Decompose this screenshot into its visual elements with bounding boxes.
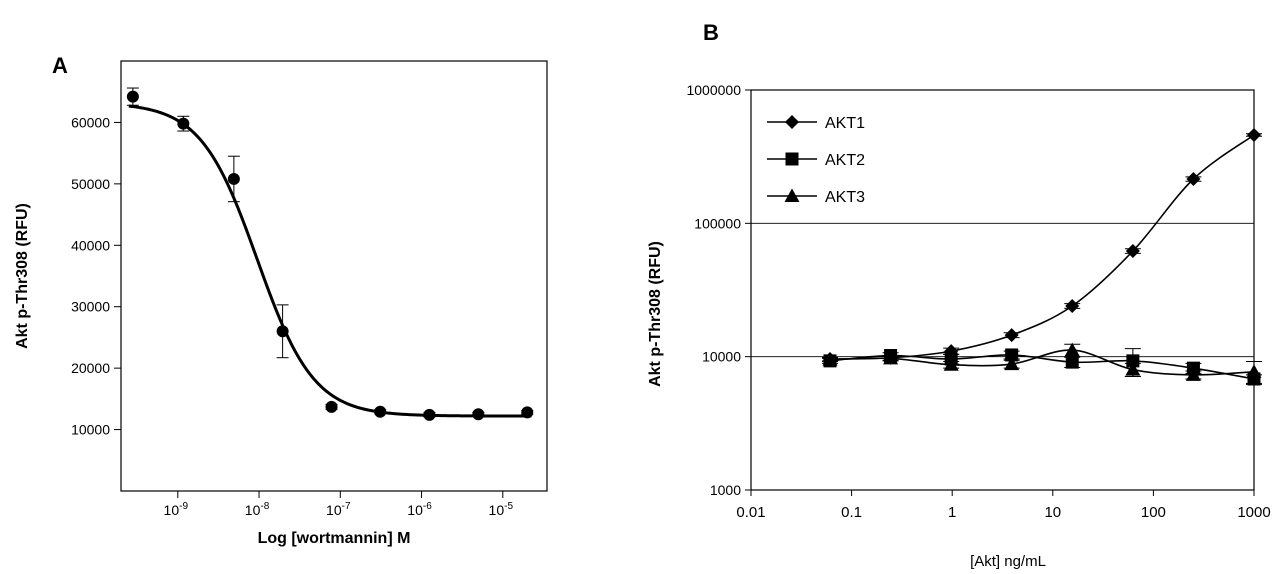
panel-b-line-akt3: [829, 349, 1255, 376]
panel-a-x-axis-label: Log [wortmannin] M: [258, 530, 411, 547]
panel-b-plot-frame: [750, 89, 1255, 491]
panel-b-marker-akt1: [1247, 127, 1261, 142]
panel-a-data-point: [423, 408, 436, 421]
panel-b-legend-label: AKT3: [825, 189, 865, 206]
panel-b-marker-akt3: [1246, 364, 1262, 378]
panel-a-data-point: [521, 406, 534, 419]
panel-b-series: [822, 127, 1262, 386]
panel-b-x-tick-label: 0.1: [841, 504, 862, 521]
panel-b-x-tick-label: 100: [1141, 504, 1166, 521]
panel-a-plot-frame: [120, 60, 548, 492]
panel-b-marker-akt3: [1064, 342, 1080, 357]
panel-b-series-akt3: [822, 342, 1262, 385]
panel-a-data-points: [126, 87, 534, 421]
panel-a-y-tick-label: 50000: [71, 176, 110, 192]
panel-a-x-tick-label: 10-8: [245, 501, 270, 518]
panel-b-label: B: [703, 20, 719, 45]
panel-a-y-tick-label: 40000: [71, 237, 110, 253]
panel-b-marker-akt3: [822, 352, 838, 366]
panel-b-legend-marker: [784, 188, 800, 202]
panel-b-legend-item-akt2: AKT2: [767, 152, 865, 169]
panel-a-x-tick-label: 10-5: [489, 501, 514, 518]
panel-b-marker-akt2: [1005, 348, 1019, 362]
panel-b-marker-akt3: [1004, 356, 1020, 371]
panel-a-x-ticks: 10-9 10-8 10-7 10-6 10-5: [164, 491, 514, 518]
panel-b-x-tick-label: 10: [1044, 504, 1061, 521]
panel-b-marker-akt2: [1126, 354, 1140, 368]
panel-a-data-point: [325, 400, 338, 413]
panel-a-data-point: [126, 90, 139, 103]
panel-a-y-tick-label: 60000: [71, 114, 110, 130]
panel-b-x-tick-label: 1: [948, 504, 956, 521]
panel-b-y-ticks: 1000 10000 100000 1000000: [686, 82, 751, 498]
panel-b-marker-akt3: [1185, 367, 1201, 381]
panel-b-x-axis-label: [Akt] ng/mL: [970, 553, 1046, 570]
panel-a-label: A: [52, 53, 68, 78]
panel-b-x-ticks: 0.01 0.1 1 10 100 1000: [736, 490, 1271, 521]
panel-a-data-point: [374, 405, 387, 418]
panel-a-y-tick-label: 20000: [71, 360, 110, 376]
panel-a-fit-curve-group: [128, 104, 532, 418]
panel-b-legend-label: AKT1: [825, 115, 865, 132]
panel-b-y-axis-label: Akt p-Thr308 (RFU): [647, 241, 664, 387]
panel-a-y-tick-label: 10000: [71, 422, 110, 438]
panel-b-legend: AKT1 AKT2 AKT3: [767, 115, 865, 206]
panel-a-x-tick-label: 10-6: [407, 501, 432, 518]
panel-b-marker-akt1: [1186, 172, 1201, 187]
panel-b-legend-item-akt1: AKT1: [767, 115, 865, 132]
panel-b-x-tick-label: 1000: [1237, 504, 1270, 521]
panel-b-y-tick-label: 10000: [702, 349, 741, 365]
panel-b-gridlines: [751, 222, 1254, 358]
panel-b-legend-label: AKT2: [825, 152, 865, 169]
panel-b-legend-marker: [785, 152, 799, 166]
panel-a-x-tick-label: 10-7: [326, 501, 351, 518]
panel-b-y-tick-label: 100000: [694, 215, 741, 231]
panel-b-marker-akt3: [943, 357, 959, 371]
panel-b-legend-item-akt3: AKT3: [767, 188, 865, 206]
panel-b-marker-akt1: [1065, 298, 1080, 313]
panel-b-series-akt1: [822, 127, 1262, 367]
panel-a-y-axis-label: Akt p-Thr308 (RFU): [14, 203, 31, 349]
panel-a-fit-curve: [128, 104, 532, 418]
panel-b-line-akt1: [829, 134, 1255, 360]
panel-b-marker-akt3: [1125, 362, 1141, 376]
panel-b: B 1000 10000 100000 1000000 0.01 0.1 1 10 100 10…: [647, 20, 1271, 570]
panel-b-marker-akt1: [1125, 244, 1140, 259]
panel-a-y-tick-label: 30000: [71, 299, 110, 315]
panel-b-y-tick-label: 1000: [710, 482, 741, 498]
panel-a-x-tick-label: 10-9: [164, 501, 189, 518]
panel-b-legend-marker: [785, 115, 799, 129]
panel-a-data-point: [177, 117, 190, 130]
panel-b-marker-akt2: [1065, 355, 1079, 369]
panel-b-marker-akt3: [883, 350, 899, 365]
panel-b-y-tick-label: 1000000: [686, 82, 741, 98]
panel-b-marker-akt1: [1004, 328, 1019, 343]
panel-a-y-ticks: 10000 20000 30000 40000 50000 60000: [71, 114, 121, 438]
panel-b-x-tick-label: 0.01: [736, 504, 765, 521]
panel-a-data-point: [276, 325, 289, 338]
panel-a-data-point: [472, 408, 485, 421]
panel-a-data-point: [227, 172, 240, 185]
